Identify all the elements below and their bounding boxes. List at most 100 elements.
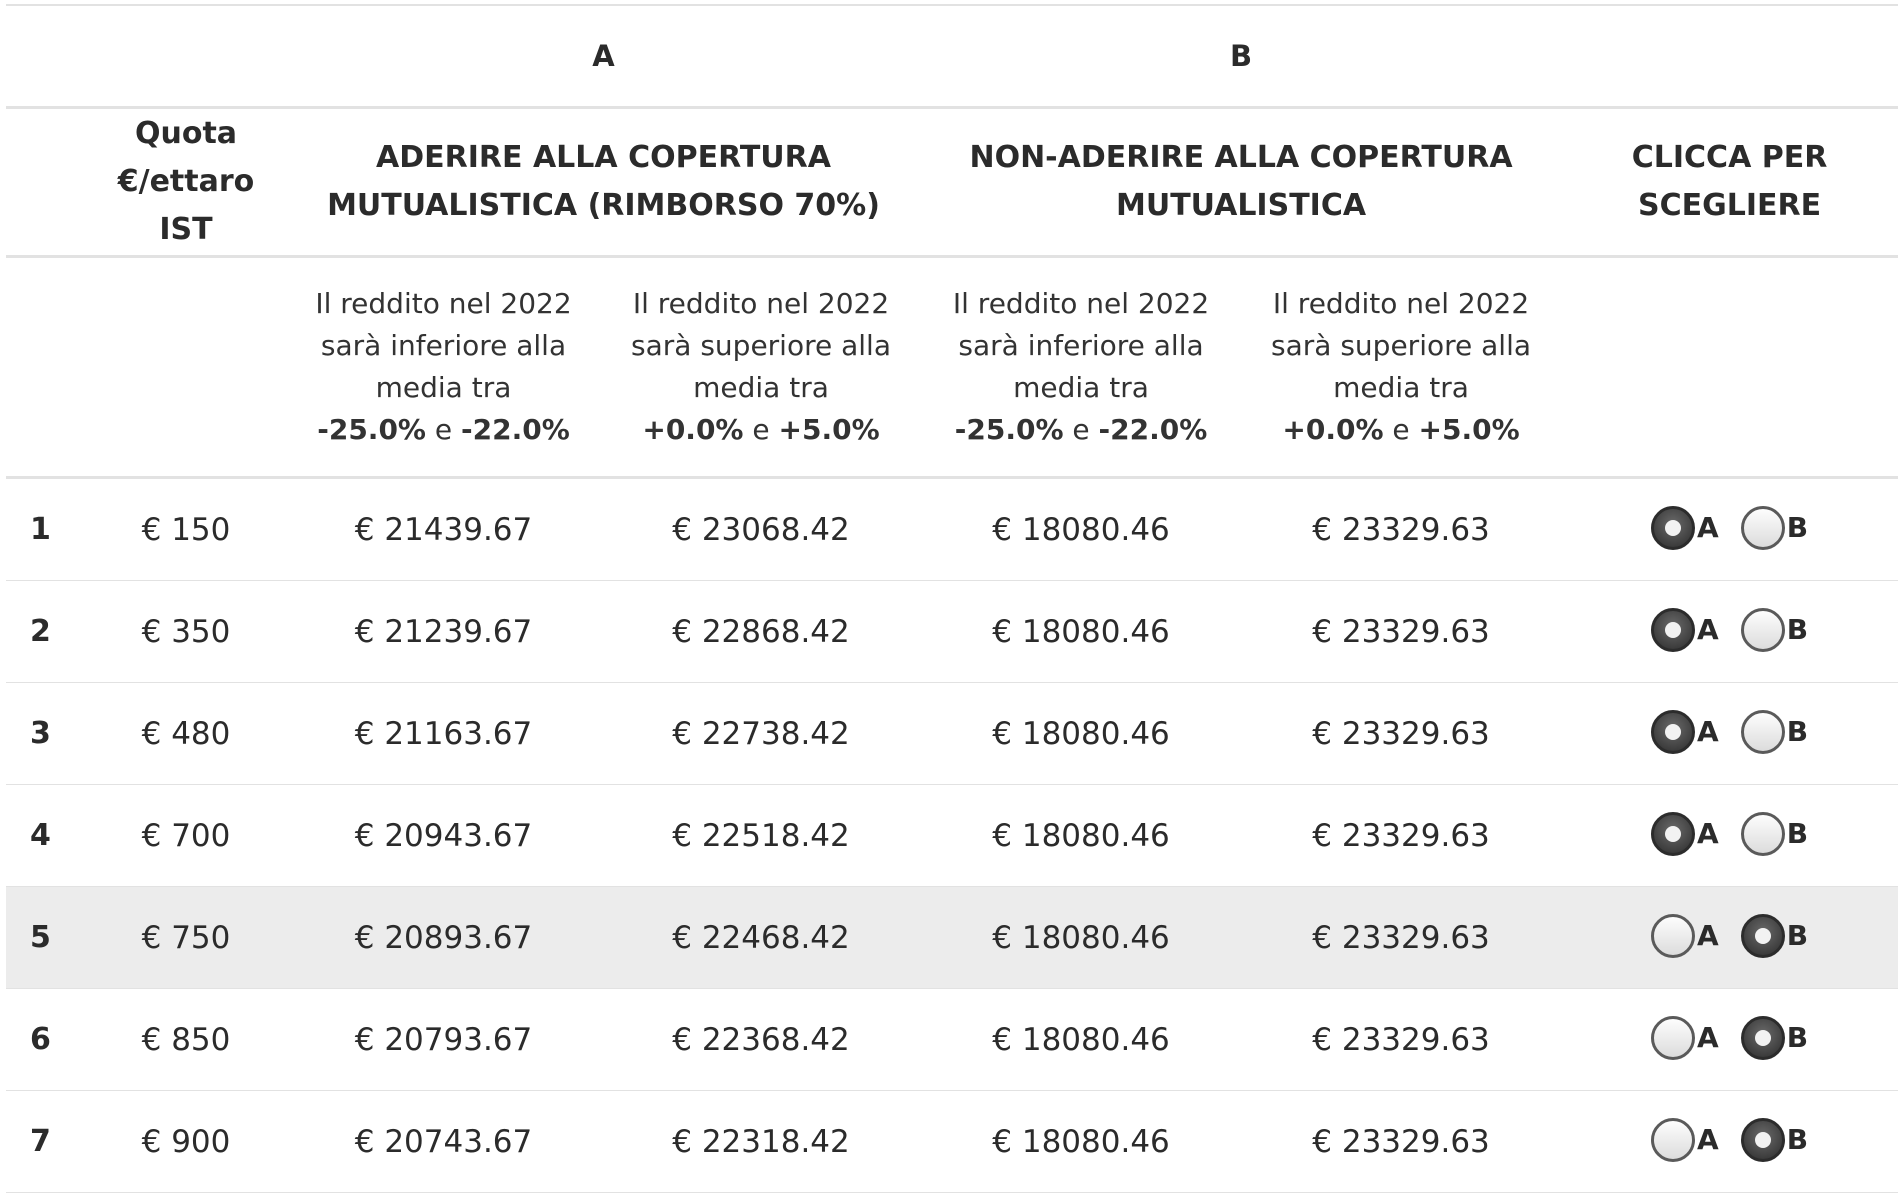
option-a[interactable]: A	[1651, 1117, 1719, 1162]
table-row: 5 € 750 € 20893.67 € 22468.42 € 18080.46…	[6, 886, 1898, 989]
option-a-label: A	[1697, 919, 1719, 952]
a-high-cell: € 22518.42	[601, 784, 922, 887]
row-number: 3	[6, 682, 86, 785]
quota-cell: € 850	[86, 988, 286, 1091]
option-b[interactable]: B	[1740, 607, 1808, 652]
quota-cell: € 700	[86, 784, 286, 887]
b-low-cell: € 18080.46	[921, 988, 1242, 1091]
option-a-label: A	[1697, 715, 1719, 748]
row-number: 6	[6, 988, 86, 1091]
choice-cell: A B	[1561, 580, 1898, 683]
b-low-cell: € 18080.46	[921, 1090, 1242, 1193]
radio-a[interactable]	[1651, 709, 1696, 754]
a-high-cell: € 22368.42	[601, 988, 922, 1091]
a-low-cell: € 20893.67	[286, 886, 601, 989]
a-high-cell: € 23068.42	[601, 477, 922, 581]
option-b[interactable]: B	[1740, 505, 1809, 550]
b-high-cell: € 23329.63	[1241, 784, 1562, 887]
table-row: 3 € 480 € 21163.67 € 22738.42 € 18080.46…	[6, 682, 1898, 785]
radio-a[interactable]	[1651, 505, 1696, 550]
row-number: 7	[6, 1090, 86, 1193]
aderire-header: ADERIRE ALLA COPERTURA MUTUALISTICA (RIM…	[286, 107, 922, 258]
option-a-label: A	[1697, 1123, 1719, 1156]
option-a-label: A	[1697, 1021, 1719, 1054]
group-header-row: A B	[6, 4, 1898, 109]
b-high-cell: € 23329.63	[1241, 580, 1562, 683]
option-b[interactable]: B	[1740, 811, 1809, 856]
quota-cell: € 900	[86, 1090, 286, 1193]
radio-b[interactable]	[1740, 913, 1785, 958]
scenario-b-high: Il reddito nel 2022 sarà superiore alla …	[1241, 256, 1562, 479]
choice-radio-group: A B	[1651, 709, 1808, 754]
option-a[interactable]: A	[1651, 811, 1719, 856]
table-row: 6 € 850 € 20793.67 € 22368.42 € 18080.46…	[6, 988, 1898, 1091]
quota-cell: € 480	[86, 682, 286, 785]
option-b[interactable]: B	[1740, 1015, 1809, 1060]
a-low-cell: € 20743.67	[286, 1090, 601, 1193]
choice-radio-group: A B	[1651, 1117, 1809, 1162]
choice-table: A B Quota €/ettaro IST ADERIRE ALLA COPE…	[6, 4, 1898, 1193]
radio-b[interactable]	[1740, 1117, 1785, 1162]
row-number: 2	[6, 580, 86, 683]
clicca-header: CLICCA PER SCEGLIERE	[1561, 107, 1898, 258]
radio-a[interactable]	[1651, 607, 1696, 652]
option-b-label: B	[1786, 817, 1809, 850]
table-row: 2 € 350 € 21239.67 € 22868.42 € 18080.46…	[6, 580, 1898, 683]
a-low-cell: € 20943.67	[286, 784, 601, 887]
radio-a[interactable]	[1651, 1015, 1696, 1060]
choice-radio-group: A B	[1651, 1015, 1809, 1060]
option-b-label: B	[1786, 511, 1809, 544]
b-low-cell: € 18080.46	[921, 580, 1242, 683]
option-b[interactable]: B	[1740, 1117, 1809, 1162]
option-a[interactable]: A	[1651, 505, 1719, 550]
table-row: 7 € 900 € 20743.67 € 22318.42 € 18080.46…	[6, 1090, 1898, 1193]
a-low-cell: € 21239.67	[286, 580, 601, 683]
choice-radio-group: A B	[1651, 913, 1808, 958]
b-high-cell: € 23329.63	[1241, 988, 1562, 1091]
choice-cell: A B	[1561, 1090, 1898, 1193]
option-a-label: A	[1697, 817, 1719, 850]
choice-cell: A B	[1561, 477, 1898, 581]
choice-cell: A B	[1561, 886, 1898, 989]
a-high-cell: € 22738.42	[601, 682, 922, 785]
radio-a[interactable]	[1651, 811, 1696, 856]
b-low-cell: € 18080.46	[921, 682, 1242, 785]
radio-b[interactable]	[1740, 607, 1785, 652]
radio-a[interactable]	[1651, 913, 1696, 958]
row-number: 1	[6, 477, 86, 581]
a-low-cell: € 21163.67	[286, 682, 601, 785]
row-number: 4	[6, 784, 86, 887]
radio-b[interactable]	[1740, 709, 1785, 754]
radio-a[interactable]	[1651, 1117, 1696, 1162]
option-a[interactable]: A	[1651, 709, 1719, 754]
choice-radio-group: A B	[1651, 811, 1809, 856]
quota-cell: € 150	[86, 477, 286, 581]
option-b[interactable]: B	[1740, 709, 1808, 754]
radio-b[interactable]	[1740, 1015, 1785, 1060]
choice-cell: A B	[1561, 988, 1898, 1091]
choice-radio-group: A B	[1651, 607, 1808, 652]
option-a[interactable]: A	[1651, 913, 1719, 958]
b-low-cell: € 18080.46	[921, 886, 1242, 989]
option-a[interactable]: A	[1651, 607, 1719, 652]
option-b[interactable]: B	[1740, 913, 1808, 958]
choice-table-container: A B Quota €/ettaro IST ADERIRE ALLA COPE…	[6, 4, 1898, 1193]
a-high-cell: € 22468.42	[601, 886, 922, 989]
non-aderire-header: NON-ADERIRE ALLA COPERTURA MUTUALISTICA	[921, 107, 1562, 258]
radio-b[interactable]	[1740, 811, 1785, 856]
b-high-cell: € 23329.63	[1241, 477, 1562, 581]
table-row: 4 € 700 € 20943.67 € 22518.42 € 18080.46…	[6, 784, 1898, 887]
option-b-label: B	[1786, 1021, 1809, 1054]
option-a-label: A	[1697, 511, 1719, 544]
column-header-row: Quota €/ettaro IST ADERIRE ALLA COPERTUR…	[6, 107, 1898, 258]
scenario-a-low: Il reddito nel 2022 sarà inferiore alla …	[286, 256, 601, 479]
quota-cell: € 350	[86, 580, 286, 683]
option-b-label: B	[1786, 1123, 1809, 1156]
choice-cell: A B	[1561, 682, 1898, 785]
quota-cell: € 750	[86, 886, 286, 989]
a-high-cell: € 22318.42	[601, 1090, 922, 1193]
scenario-b-low: Il reddito nel 2022 sarà inferiore alla …	[921, 256, 1242, 479]
row-number: 5	[6, 886, 86, 989]
radio-b[interactable]	[1740, 505, 1785, 550]
option-a[interactable]: A	[1651, 1015, 1719, 1060]
